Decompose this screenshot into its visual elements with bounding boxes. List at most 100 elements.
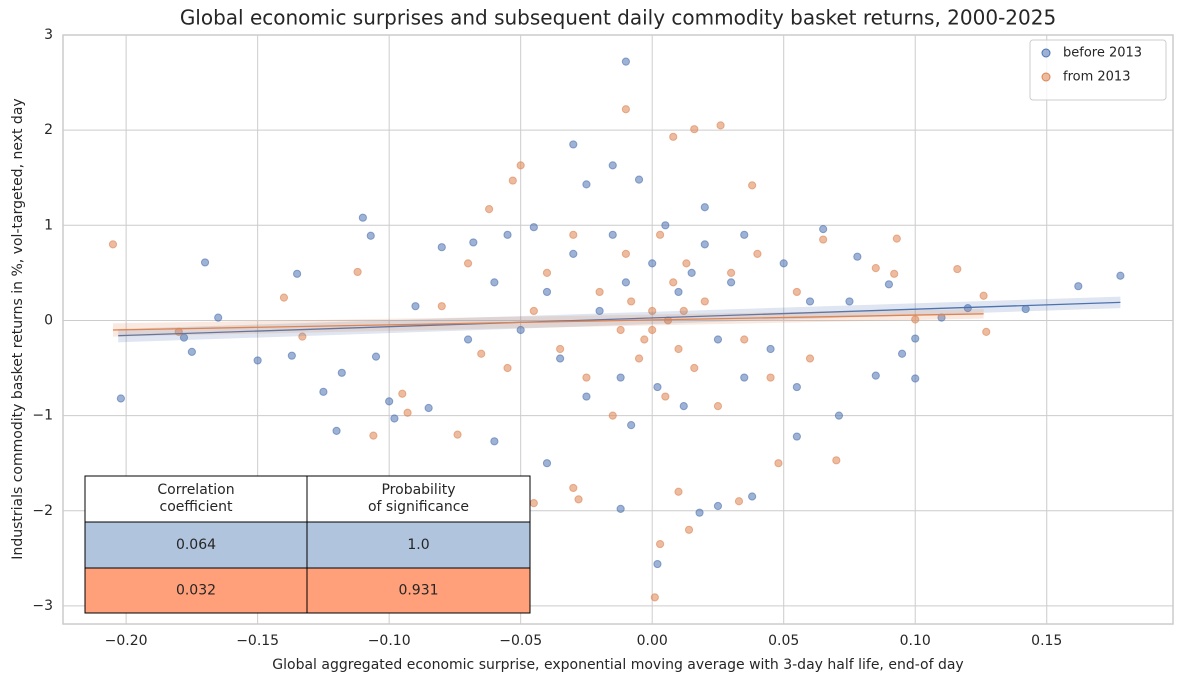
point: [398, 389, 407, 398]
point: [529, 306, 538, 316]
point: [690, 125, 699, 134]
point: [792, 382, 801, 392]
x-tick-label: −0.15: [236, 633, 279, 649]
point: [871, 264, 880, 273]
y-tick-label: 3: [44, 27, 53, 43]
point: [674, 487, 683, 496]
table-header-cell: [306, 475, 531, 523]
legend-label: before 2013: [1063, 46, 1142, 61]
x-tick-label: −0.20: [105, 633, 148, 649]
point: [108, 240, 118, 249]
point: [845, 297, 854, 306]
plot-border: [62, 34, 1174, 625]
x-tick-label: 0.10: [900, 633, 931, 649]
point: [187, 347, 196, 356]
point: [774, 459, 783, 468]
table-cell: [84, 567, 308, 614]
point: [485, 205, 494, 214]
y-tick-label: −2: [32, 503, 53, 519]
point: [713, 401, 723, 411]
point: [734, 497, 744, 506]
point: [650, 593, 659, 602]
x-axis-label: Global aggregated economic surprise, exp…: [272, 657, 963, 673]
point: [477, 349, 486, 358]
point: [640, 335, 649, 344]
legend-box: [1029, 39, 1167, 101]
point: [292, 269, 302, 278]
point: [542, 459, 552, 468]
point: [371, 352, 381, 361]
point: [740, 335, 749, 344]
point: [700, 240, 709, 249]
point: [529, 223, 538, 232]
point: [582, 392, 591, 401]
table-header-text: Probability: [381, 482, 455, 498]
point: [779, 259, 788, 268]
chart-title: Global economic surprises and subsequent…: [180, 6, 1056, 30]
point: [634, 175, 644, 184]
point: [319, 387, 328, 396]
point: [655, 539, 665, 549]
point: [748, 492, 757, 501]
point: [616, 504, 625, 513]
point: [437, 302, 446, 311]
table-cell-text: 0.064: [176, 537, 216, 553]
point: [516, 161, 525, 170]
point: [884, 280, 894, 289]
point: [621, 105, 630, 114]
table-cell: [306, 521, 531, 569]
point: [727, 268, 736, 277]
point: [653, 382, 662, 392]
point: [713, 501, 723, 511]
point: [832, 456, 841, 465]
y-tick-label: 1: [44, 217, 53, 233]
point: [819, 225, 828, 234]
point: [911, 315, 920, 324]
regression-line: [118, 301, 1121, 337]
x-tick-label: 0.05: [768, 633, 799, 649]
point: [674, 287, 683, 297]
point: [766, 344, 775, 354]
point: [979, 291, 988, 300]
point: [424, 403, 433, 413]
point: [911, 374, 920, 383]
point: [661, 392, 670, 401]
x-tick-label: 0.15: [1031, 633, 1062, 649]
confidence-band: [112, 309, 984, 337]
point: [695, 508, 704, 517]
point: [700, 297, 709, 306]
point: [298, 332, 307, 341]
table-cell-text: 0.032: [176, 583, 216, 599]
point: [690, 363, 699, 373]
point: [608, 230, 617, 239]
point: [982, 327, 991, 336]
point: [805, 297, 815, 306]
point: [214, 313, 223, 322]
y-tick-label: 2: [44, 122, 53, 138]
point: [890, 269, 899, 278]
point: [727, 278, 736, 287]
point: [684, 525, 694, 534]
point: [332, 426, 341, 435]
y-tick-label: −3: [32, 598, 53, 614]
table-header-text: Correlation: [157, 482, 234, 498]
point: [542, 287, 552, 297]
x-tick-label: −0.05: [499, 633, 542, 649]
point: [871, 371, 880, 380]
point: [253, 356, 262, 365]
point: [766, 373, 775, 382]
legend-marker: [1041, 72, 1051, 82]
point: [669, 132, 678, 141]
point: [819, 235, 828, 244]
point: [490, 278, 499, 287]
point: [503, 230, 512, 239]
point: [366, 231, 375, 240]
point: [116, 394, 125, 403]
point: [569, 483, 578, 493]
point: [608, 161, 617, 170]
point: [1074, 282, 1083, 291]
point: [608, 411, 617, 420]
point: [627, 421, 636, 430]
point: [634, 354, 644, 363]
